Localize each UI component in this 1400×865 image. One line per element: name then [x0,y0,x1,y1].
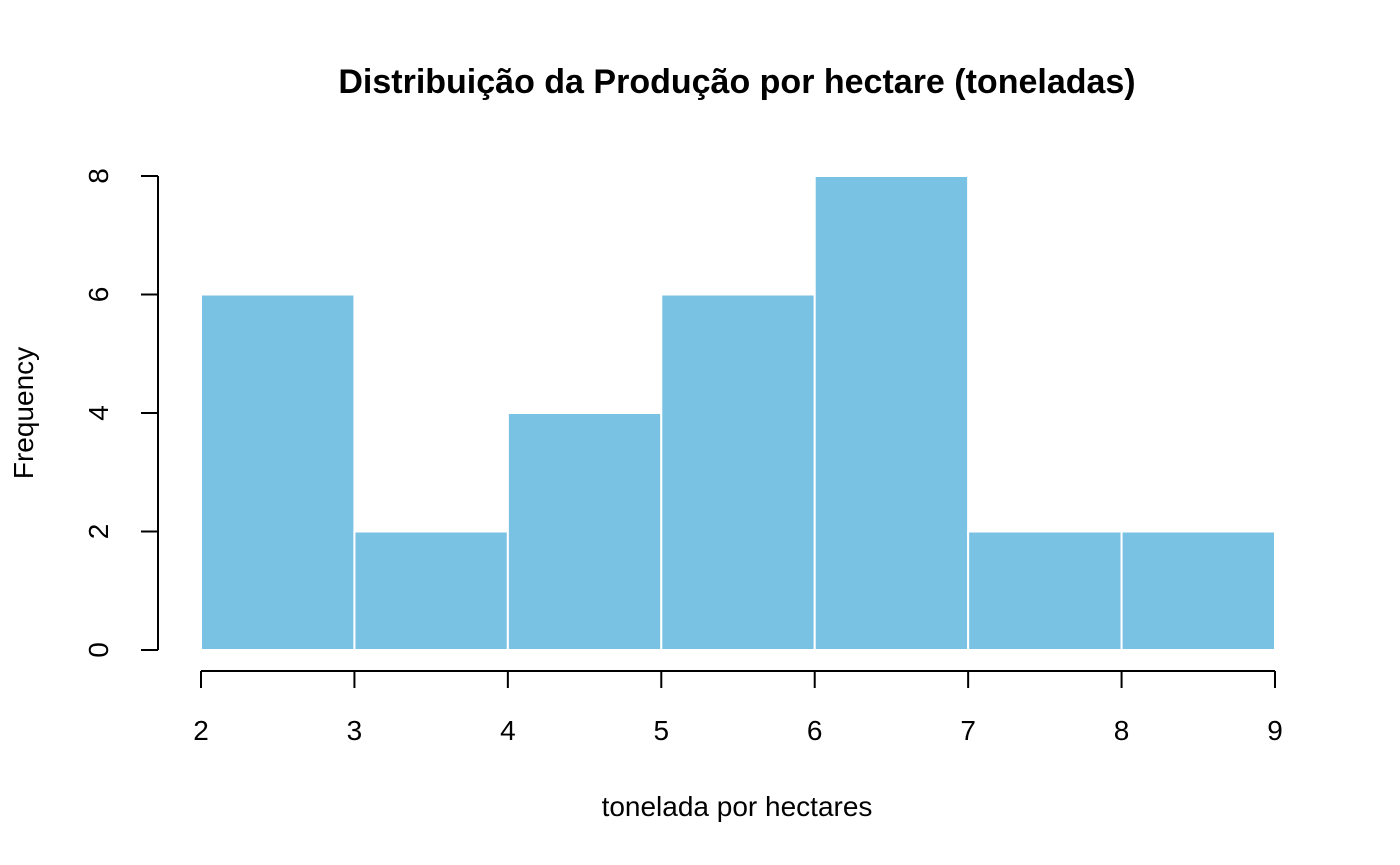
x-tick-label-5: 7 [960,715,976,746]
chart-title: Distribuição da Produção por hectare (to… [338,63,1135,101]
y-tick-label-0: 0 [83,642,114,658]
histogram-bar-3 [660,293,816,651]
x-tick-label-7: 9 [1267,715,1283,746]
y-axis: 0 2 4 6 8 [83,168,159,658]
y-axis-label: Frequency [8,347,39,479]
x-tick-label-3: 5 [653,715,669,746]
histogram-bar-0 [200,293,356,651]
y-tick-label-1: 2 [83,524,114,540]
x-tick-label-6: 8 [1114,715,1130,746]
x-tick-label-0: 2 [193,715,209,746]
y-tick-label-2: 4 [83,405,114,421]
histogram-bar-5 [967,530,1123,651]
histogram-bar-1 [353,530,509,651]
x-tick-label-4: 6 [807,715,823,746]
y-tick-label-3: 6 [83,287,114,303]
histogram-bar-6 [1120,530,1276,651]
histogram-bars [200,175,1276,651]
x-axis: 2 3 4 5 6 7 8 9 [193,670,1283,746]
y-tick-label-4: 8 [83,168,114,184]
x-tick-label-1: 3 [347,715,363,746]
histogram-bar-4 [813,175,970,651]
histogram-bar-2 [506,412,663,651]
x-axis-label: tonelada por hectares [602,791,873,822]
x-tick-label-2: 4 [500,715,516,746]
